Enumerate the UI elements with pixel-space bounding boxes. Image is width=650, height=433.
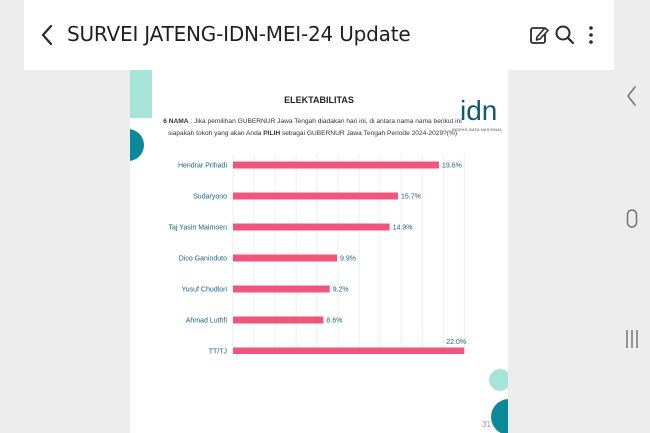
category-label: Ahmad Luthfi — [186, 318, 228, 325]
bar — [233, 347, 465, 354]
data-label: 14.9% — [393, 225, 413, 232]
slide-title: ELEKTABILITAS — [284, 95, 354, 105]
category-label: Sudaryono — [193, 194, 227, 201]
edit-icon[interactable] — [526, 22, 552, 48]
bar — [233, 223, 390, 231]
nav-recents-icon — [626, 330, 638, 348]
decorative-shapes-right — [489, 369, 508, 433]
question-text-2: sebagai GUBERNUR Jawa Tengah Periode 202… — [280, 130, 458, 137]
survey-question: 6 NAMA : Jika pemilihan GUBERNUR Jawa Te… — [160, 116, 465, 140]
document-title: SURVEI JATENG-IDN-MEI-24 Update — [67, 22, 411, 46]
nav-back-icon — [627, 86, 636, 106]
logo-subtitle: INDEKS DATA NASIONAL — [452, 128, 503, 132]
nav-back-button[interactable] — [614, 85, 650, 107]
question-prefix: 6 NAMA — [163, 118, 189, 125]
app-bar: SURVEI JATENG-IDN-MEI-24 Update — [24, 0, 614, 70]
nav-home-icon — [626, 209, 638, 228]
document-page[interactable]: ELEKTABILITAS idn INDEKS DATA NASIONAL 6… — [130, 70, 508, 433]
bar — [233, 285, 330, 293]
svg-text:idn: idn — [460, 95, 497, 126]
question-emphasis: PILIH — [263, 130, 281, 137]
data-label: 9.9% — [340, 256, 356, 263]
nav-home-button[interactable] — [614, 208, 650, 230]
back-button[interactable] — [36, 20, 58, 50]
electability-bar-chart: Hendrar Prihadi 19.6% Sudaryono 15.7% Taj Ya… — [169, 154, 466, 355]
decorative-shapes-left — [130, 70, 152, 161]
nav-recents-button[interactable] — [614, 328, 650, 350]
search-icon[interactable] — [552, 22, 578, 48]
page-number: 31 — [482, 420, 491, 429]
data-label: 9.2% — [333, 287, 349, 294]
bar — [233, 316, 324, 324]
data-label: 15.7% — [401, 194, 421, 201]
category-label: Taj Yasin Maimoen — [169, 225, 228, 232]
data-label: 8.6% — [326, 318, 342, 325]
category-label: Dico Ganinduto — [179, 256, 227, 263]
chevron-left-icon — [41, 24, 53, 46]
bar — [233, 254, 338, 262]
data-label: 19.6% — [442, 163, 462, 170]
bar — [233, 192, 399, 200]
category-label: Hendrar Prihadi — [178, 163, 227, 170]
bar — [233, 161, 440, 169]
more-vertical-icon[interactable] — [578, 22, 604, 48]
category-label: TT/TJ — [209, 349, 227, 355]
data-label: 22.0% — [446, 339, 466, 346]
idn-logo: idn — [460, 95, 497, 126]
category-label: Yusuf Chudlori — [181, 287, 227, 294]
system-navigation-bar — [614, 0, 650, 433]
question-text-1: : Jika pemilihan GUBERNUR Jawa Tengah di… — [167, 118, 462, 137]
